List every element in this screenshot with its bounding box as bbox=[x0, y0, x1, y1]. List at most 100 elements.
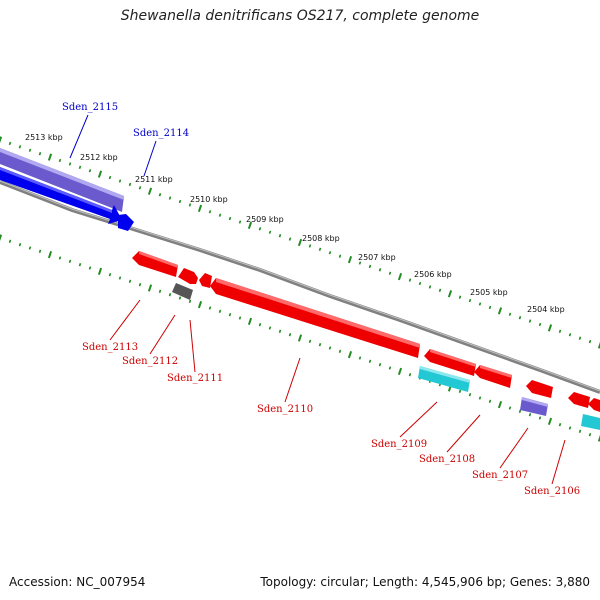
scale-label: 2512 kbp bbox=[80, 153, 118, 162]
map-title: Shewanella denitrificans OS217, complete… bbox=[120, 8, 480, 24]
inner-tick bbox=[497, 401, 503, 409]
gene-label-sden-2115[interactable]: Sden_2115 bbox=[62, 102, 118, 113]
gene-label-sden-2112[interactable]: Sden_2112 bbox=[122, 356, 178, 367]
outer-tick bbox=[228, 216, 232, 221]
gene-sden-2114-arrow[interactable] bbox=[0, 167, 122, 224]
outer-tick bbox=[8, 141, 12, 146]
outer-tick bbox=[168, 196, 172, 200]
inner-tick bbox=[8, 239, 12, 244]
inner-tick bbox=[488, 399, 492, 404]
inner-tick bbox=[28, 246, 32, 250]
inner-tick bbox=[568, 426, 572, 430]
inner-tick bbox=[318, 342, 322, 347]
gene-sden-2112-arrow[interactable] bbox=[178, 268, 198, 284]
gene-labels: Sden_2115 Sden_2114 Sden_2113 Sden_2112 Sden… bbox=[62, 102, 580, 497]
gene-sden-2114b-arrow[interactable] bbox=[118, 214, 134, 231]
leader-line-sden-2107 bbox=[499, 427, 529, 469]
gene-sden-2106-cyan-arrow[interactable] bbox=[581, 414, 600, 430]
gene-label-sden-2110[interactable]: Sden_2110 bbox=[257, 404, 313, 415]
outer-tick bbox=[88, 169, 92, 173]
outer-tick bbox=[247, 221, 253, 230]
inner-tick bbox=[588, 432, 592, 437]
inner-tick bbox=[458, 389, 462, 394]
outer-tick bbox=[568, 333, 572, 337]
gene-sden-2113-arrow[interactable] bbox=[132, 251, 178, 277]
gene-sden-2108-arrow[interactable] bbox=[474, 365, 512, 388]
leader-line-sden-2110 bbox=[284, 357, 301, 403]
inner-tick bbox=[297, 334, 303, 342]
scale-label: 2504 kbp bbox=[527, 305, 565, 314]
gene-label-sden-2114[interactable]: Sden_2114 bbox=[133, 128, 189, 139]
outer-tick bbox=[28, 148, 32, 152]
gene-sden-2107-purple-arrow[interactable] bbox=[520, 397, 548, 416]
leader-line-sden-2109 bbox=[399, 401, 438, 438]
gene-label-sden-2109[interactable]: Sden_2109 bbox=[371, 439, 427, 450]
outer-tick bbox=[197, 204, 203, 212]
inner-tick bbox=[397, 367, 403, 375]
outer-tick bbox=[297, 238, 303, 247]
gene-label-sden-2111[interactable]: Sden_2111 bbox=[167, 373, 223, 384]
inner-tick bbox=[188, 299, 192, 304]
gene-label-sden-2113[interactable]: Sden_2113 bbox=[82, 342, 138, 353]
scale-label: 2506 kbp bbox=[414, 270, 452, 279]
outer-tick bbox=[397, 273, 403, 281]
gene-sden-2109-cyan-arrow[interactable] bbox=[418, 366, 470, 392]
inner-tick bbox=[197, 301, 203, 309]
inner-tick bbox=[168, 292, 172, 297]
outer-tick bbox=[158, 192, 162, 197]
inner-tick bbox=[408, 372, 412, 377]
inner-tick bbox=[288, 332, 292, 337]
inner-tick bbox=[68, 259, 72, 264]
gene-sden-2115-arrow[interactable] bbox=[0, 148, 124, 212]
outer-tick bbox=[468, 298, 472, 303]
inner-tick bbox=[258, 322, 262, 327]
outer-tick bbox=[218, 213, 222, 217]
outer-tick bbox=[188, 203, 192, 207]
inner-tick bbox=[538, 416, 542, 420]
inner-tick bbox=[58, 256, 62, 260]
outer-tick bbox=[308, 244, 312, 248]
scale-label: 2510 kbp bbox=[190, 195, 228, 204]
outer-tick bbox=[358, 261, 362, 265]
outer-tick bbox=[378, 268, 382, 272]
genome-backbone-highlight bbox=[0, 180, 600, 392]
outer-tick bbox=[338, 254, 342, 258]
inner-tick bbox=[208, 306, 212, 310]
scale-label: 2511 kbp bbox=[135, 175, 173, 184]
outer-tick bbox=[138, 186, 142, 190]
inner-tick bbox=[528, 412, 532, 417]
outer-tick bbox=[447, 290, 453, 298]
gene-sden-2106-red-arrow[interactable] bbox=[568, 392, 600, 412]
outer-tick bbox=[238, 220, 242, 224]
inner-tick bbox=[147, 284, 153, 292]
gene-sden-2110-arrow[interactable] bbox=[210, 278, 420, 358]
outer-tick bbox=[347, 255, 353, 264]
scale-label: 2505 kbp bbox=[470, 288, 508, 297]
outer-tick bbox=[408, 278, 412, 282]
gene-sden-2107-red-arrow[interactable] bbox=[526, 380, 553, 398]
outer-tick bbox=[497, 307, 503, 315]
gene-label-sden-2107[interactable]: Sden_2107 bbox=[472, 470, 528, 481]
inner-tick bbox=[97, 267, 103, 275]
leader-line-sden-2112 bbox=[149, 314, 176, 355]
inner-tick bbox=[347, 351, 353, 359]
outer-tick bbox=[278, 233, 282, 238]
gene-sden-2111-arrow[interactable] bbox=[199, 273, 212, 288]
leader-line-sden-2114 bbox=[143, 140, 157, 177]
outer-tick bbox=[68, 162, 72, 166]
gene-label-sden-2108[interactable]: Sden_2108 bbox=[419, 454, 475, 465]
gene-sden-2109-red-arrow[interactable] bbox=[424, 349, 476, 376]
gene-label-sden-2106[interactable]: Sden_2106 bbox=[524, 486, 580, 497]
outer-tick bbox=[78, 165, 82, 170]
inner-tick bbox=[47, 251, 53, 259]
outer-tick bbox=[328, 251, 332, 255]
leader-line-sden-2113 bbox=[109, 299, 141, 341]
outer-tick bbox=[578, 336, 582, 340]
inner-tick bbox=[358, 356, 362, 360]
outer-tick bbox=[547, 324, 553, 332]
leader-line-sden-2111 bbox=[189, 319, 196, 373]
leader-line-sden-2115 bbox=[69, 114, 89, 159]
gene-sden-2112-gray-arrow[interactable] bbox=[172, 283, 193, 300]
inner-tick bbox=[268, 326, 272, 330]
inner-tick bbox=[478, 396, 482, 400]
